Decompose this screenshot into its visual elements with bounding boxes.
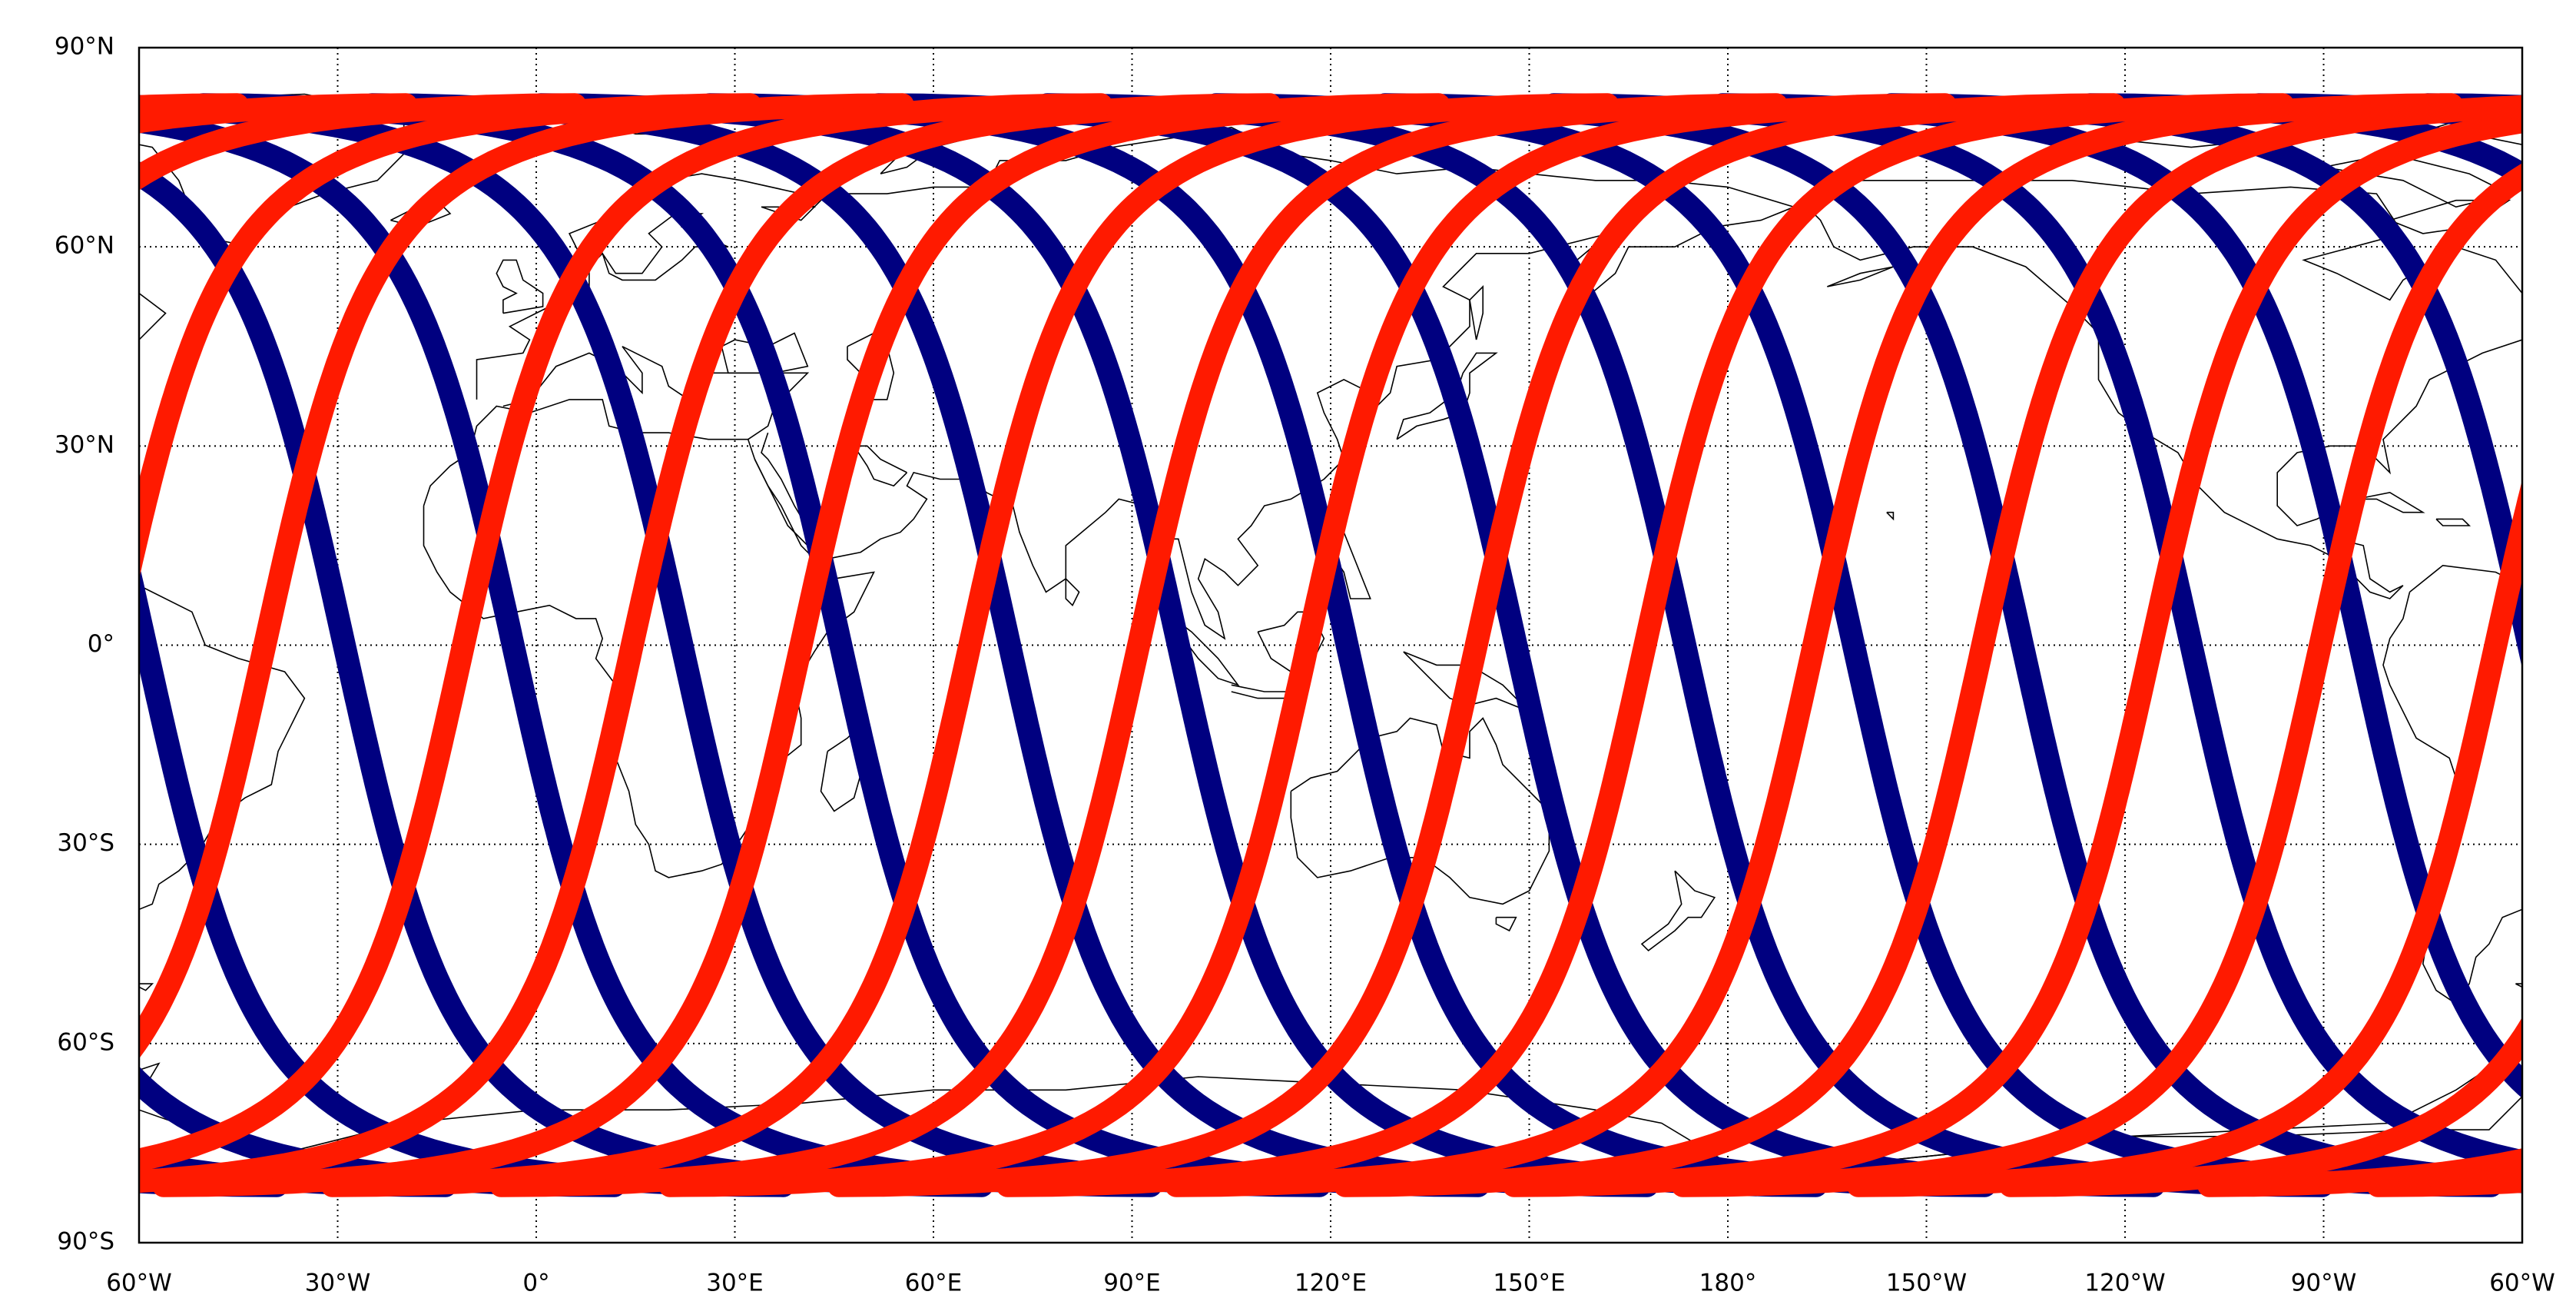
longitude-tick-label: 120°E [1295, 1269, 1367, 1296]
longitude-tick-label: 30°W [305, 1269, 371, 1296]
latitude-tick-label: 60°S [57, 1028, 114, 1056]
longitude-tick-label: 30°E [706, 1269, 764, 1296]
longitude-tick-label: 180° [1699, 1269, 1757, 1296]
latitude-tick-label: 90°S [57, 1228, 114, 1256]
longitude-tick-label: 90°W [2291, 1269, 2357, 1296]
latitude-tick-label: 0° [88, 630, 114, 658]
longitude-tick-label: 90°E [1103, 1269, 1161, 1296]
longitude-tick-label: 150°E [1493, 1269, 1565, 1296]
longitude-tick-label: 60°W [2489, 1269, 2555, 1296]
longitude-tick-label: 0° [522, 1269, 549, 1296]
latitude-tick-label: 30°N [55, 431, 114, 459]
longitude-tick-label: 120°W [2084, 1269, 2165, 1296]
latitude-tick-label: 90°N [55, 33, 114, 61]
longitude-tick-label: 150°W [1886, 1269, 1967, 1296]
longitude-tick-label: 60°W [106, 1269, 172, 1296]
latitude-tick-label: 30°S [57, 829, 114, 857]
latitude-tick-label: 60°N [55, 232, 114, 260]
longitude-tick-label: 60°E [905, 1269, 963, 1296]
